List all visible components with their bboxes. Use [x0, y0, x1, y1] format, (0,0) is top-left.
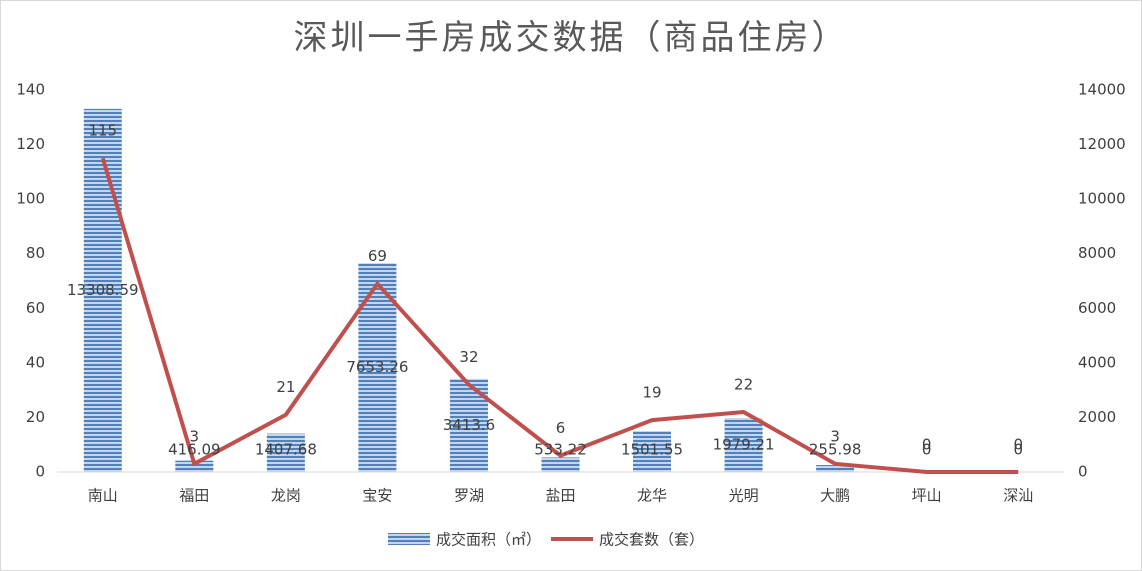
line-data-label: 32 — [459, 348, 478, 366]
bar-data-label: 1979.21 — [713, 435, 775, 453]
x-tick-label: 罗湖 — [454, 487, 484, 505]
y-tick-label: 120 — [16, 135, 45, 153]
x-tick-label: 福田 — [179, 487, 209, 505]
y2-tick-label: 8000 — [1078, 244, 1116, 262]
y-tick-label: 0 — [35, 463, 45, 481]
chart-title: 深圳一手房成交数据（商品住房） — [294, 18, 849, 58]
y2-tick-label: 14000 — [1078, 81, 1126, 99]
line — [100, 157, 1019, 474]
x-tick-label: 宝安 — [362, 487, 392, 505]
y-tick-label: 100 — [16, 190, 45, 208]
bar-data-label: 533.22 — [534, 441, 587, 459]
y-tick-label: 60 — [26, 299, 45, 317]
line-data-label: 3 — [830, 427, 840, 445]
bar-data-label: 7653.26 — [346, 358, 408, 376]
line-data-label: 69 — [368, 247, 387, 265]
bar — [266, 433, 305, 472]
legend-label: 成交面积（㎡） — [436, 531, 541, 549]
x-tick-label: 光明 — [729, 487, 759, 505]
bar — [175, 460, 214, 472]
bar — [541, 457, 580, 472]
line-data-label: 6 — [556, 419, 566, 437]
y-tick-label: 20 — [26, 408, 45, 426]
y2-tick-label: 4000 — [1078, 353, 1116, 371]
bar-data-label: 3413.6 — [443, 416, 496, 434]
line-data-label: 115 — [88, 122, 117, 140]
y-tick-label: 40 — [26, 353, 45, 371]
bar-data-label: 13308.59 — [67, 281, 139, 299]
y-tick-label: 80 — [26, 244, 45, 262]
y2-tick-label: 10000 — [1078, 190, 1126, 208]
bar-data-label: 255.98 — [809, 441, 862, 459]
line-data-label: 21 — [276, 378, 295, 396]
y2-tick-label: 2000 — [1078, 408, 1116, 426]
bar — [633, 431, 672, 472]
bar — [816, 465, 855, 472]
bar — [83, 108, 122, 473]
x-tick-label: 坪山 — [912, 487, 942, 505]
legend-swatch — [388, 533, 430, 545]
x-tick-label: 盐田 — [545, 487, 575, 505]
x-tick-label: 龙华 — [637, 487, 667, 505]
line-data-label: 22 — [734, 375, 753, 393]
bar-data-label: 0 — [922, 441, 932, 459]
legend-label: 成交套数（套） — [599, 531, 704, 549]
x-tick-label: 大鹏 — [820, 487, 850, 505]
bar-data-label: 1501.55 — [621, 441, 683, 459]
bar — [724, 417, 763, 472]
line-data-label: 0 — [922, 436, 932, 454]
bar-data-label: 1407.68 — [255, 441, 317, 459]
y2-tick-label: 6000 — [1078, 299, 1116, 317]
x-tick-label: 南山 — [88, 487, 118, 505]
x-tick-label: 深汕 — [1003, 487, 1033, 505]
bar-data-label: 0 — [1013, 441, 1023, 459]
y2-tick-label: 12000 — [1078, 135, 1126, 153]
y-tick-label: 140 — [16, 81, 45, 99]
line-data-label: 19 — [642, 384, 661, 402]
x-tick-label: 龙岗 — [271, 487, 301, 505]
y2-tick-label: 0 — [1078, 463, 1088, 481]
line-data-label: 3 — [190, 427, 200, 445]
line-data-label: 0 — [1013, 436, 1023, 454]
bar-data-label: 416.09 — [168, 441, 221, 459]
